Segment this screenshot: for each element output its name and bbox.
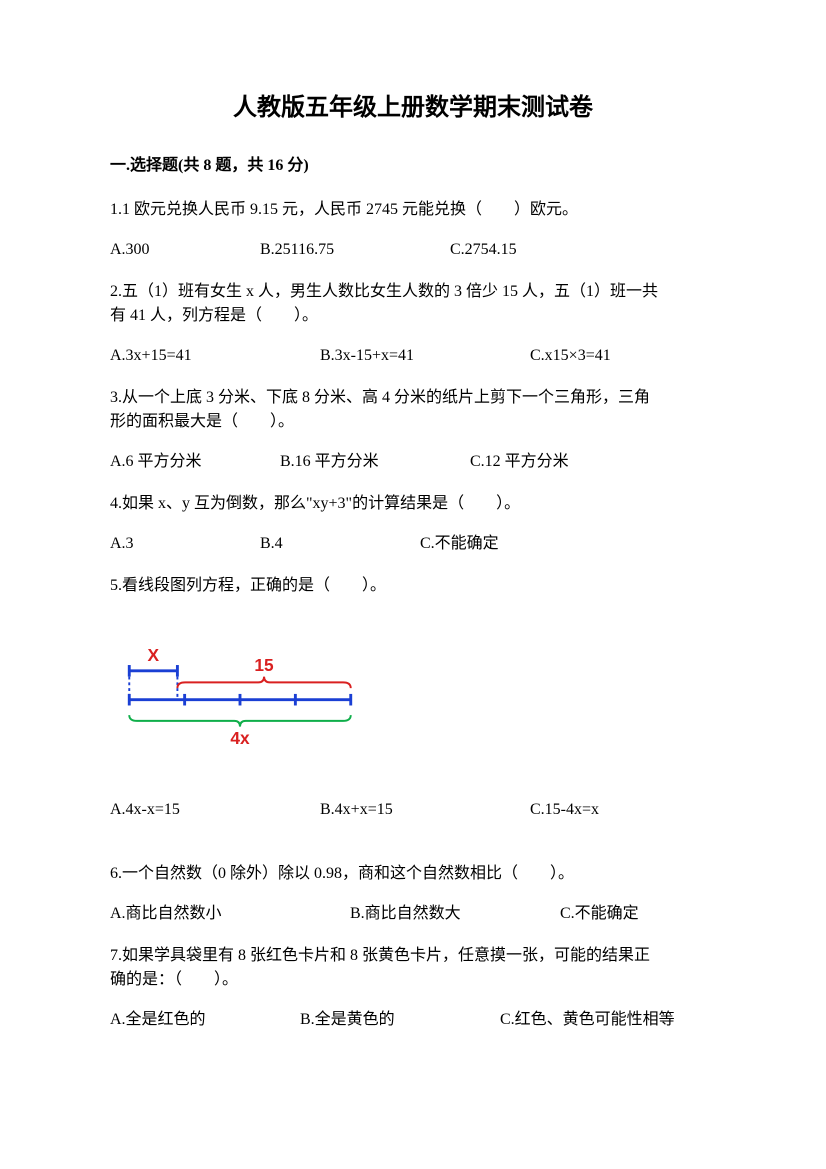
question-5: 5.看线段图列方程，正确的是（ ）。 X 15 4x A.4x-x=15 B.4x+… bbox=[110, 574, 716, 822]
option-c: C.不能确定 bbox=[420, 532, 499, 556]
option-b: B.4 bbox=[260, 532, 420, 556]
question-text: 6.一个自然数（0 除外）除以 0.98，商和这个自然数相比（ ）。 bbox=[110, 862, 716, 886]
question-text-line1: 2.五（1）班有女生 x 人，男生人数比女生人数的 3 倍少 15 人，五（1）… bbox=[110, 280, 716, 304]
question-text-line2: 确的是：（ ）。 bbox=[110, 968, 716, 992]
question-text-line1: 3.从一个上底 3 分米、下底 8 分米、高 4 分米的纸片上剪下一个三角形，三… bbox=[110, 386, 716, 410]
question-text: 1.1 欧元兑换人民币 9.15 元，人民币 2745 元能兑换（ ）欧元。 bbox=[110, 198, 716, 222]
options-row: A.3 B.4 C.不能确定 bbox=[110, 532, 716, 556]
option-b: B.16 平方分米 bbox=[280, 450, 470, 474]
option-b: B.4x+x=15 bbox=[320, 798, 530, 822]
option-c: C.红色、黄色可能性相等 bbox=[500, 1008, 675, 1032]
question-2: 2.五（1）班有女生 x 人，男生人数比女生人数的 3 倍少 15 人，五（1）… bbox=[110, 280, 716, 368]
question-6: 6.一个自然数（0 除外）除以 0.98，商和这个自然数相比（ ）。 A.商比自… bbox=[110, 862, 716, 926]
options-row: A.全是红色的 B.全是黄色的 C.红色、黄色可能性相等 bbox=[110, 1008, 716, 1032]
option-c: C.15-4x=x bbox=[530, 798, 599, 822]
option-a: A.商比自然数小 bbox=[110, 902, 350, 926]
option-a: A.全是红色的 bbox=[110, 1008, 300, 1032]
section-header: 一.选择题(共 8 题，共 16 分) bbox=[110, 154, 716, 178]
option-a: A.6 平方分米 bbox=[110, 450, 280, 474]
question-3: 3.从一个上底 3 分米、下底 8 分米、高 4 分米的纸片上剪下一个三角形，三… bbox=[110, 386, 716, 474]
options-row: A.6 平方分米 B.16 平方分米 C.12 平方分米 bbox=[110, 450, 716, 474]
option-a: A.3 bbox=[110, 532, 260, 556]
option-a: A.3x+15=41 bbox=[110, 344, 320, 368]
question-text: 4.如果 x、y 互为倒数，那么"xy+3"的计算结果是（ ）。 bbox=[110, 492, 716, 516]
svg-text:15: 15 bbox=[254, 655, 274, 675]
question-text-line1: 7.如果学具袋里有 8 张红色卡片和 8 张黄色卡片，任意摸一张，可能的结果正 bbox=[110, 944, 716, 968]
option-c: C.不能确定 bbox=[560, 902, 639, 926]
option-b: B.全是黄色的 bbox=[300, 1008, 500, 1032]
option-a: A.4x-x=15 bbox=[110, 798, 320, 822]
option-c: C.x15×3=41 bbox=[530, 344, 611, 368]
option-c: C.2754.15 bbox=[450, 238, 517, 262]
options-row: A.4x-x=15 B.4x+x=15 C.15-4x=x bbox=[110, 798, 716, 822]
svg-text:X: X bbox=[148, 645, 160, 665]
options-row: A.3x+15=41 B.3x-15+x=41 C.x15×3=41 bbox=[110, 344, 716, 368]
option-b: B.25116.75 bbox=[260, 238, 450, 262]
svg-text:4x: 4x bbox=[230, 728, 250, 748]
option-b: B.3x-15+x=41 bbox=[320, 344, 530, 368]
option-a: A.300 bbox=[110, 238, 260, 262]
line-diagram: X 15 4x bbox=[110, 622, 716, 770]
options-row: A.300 B.25116.75 C.2754.15 bbox=[110, 238, 716, 262]
question-text-line2: 有 41 人，列方程是（ ）。 bbox=[110, 304, 716, 328]
page-title: 人教版五年级上册数学期末测试卷 bbox=[110, 90, 716, 126]
option-c: C.12 平方分米 bbox=[470, 450, 569, 474]
question-text-line2: 形的面积最大是（ ）。 bbox=[110, 410, 716, 434]
question-7: 7.如果学具袋里有 8 张红色卡片和 8 张黄色卡片，任意摸一张，可能的结果正 … bbox=[110, 944, 716, 1032]
question-text: 5.看线段图列方程，正确的是（ ）。 bbox=[110, 574, 716, 598]
options-row: A.商比自然数小 B.商比自然数大 C.不能确定 bbox=[110, 902, 716, 926]
option-b: B.商比自然数大 bbox=[350, 902, 560, 926]
question-4: 4.如果 x、y 互为倒数，那么"xy+3"的计算结果是（ ）。 A.3 B.4… bbox=[110, 492, 716, 556]
question-1: 1.1 欧元兑换人民币 9.15 元，人民币 2745 元能兑换（ ）欧元。 A… bbox=[110, 198, 716, 262]
